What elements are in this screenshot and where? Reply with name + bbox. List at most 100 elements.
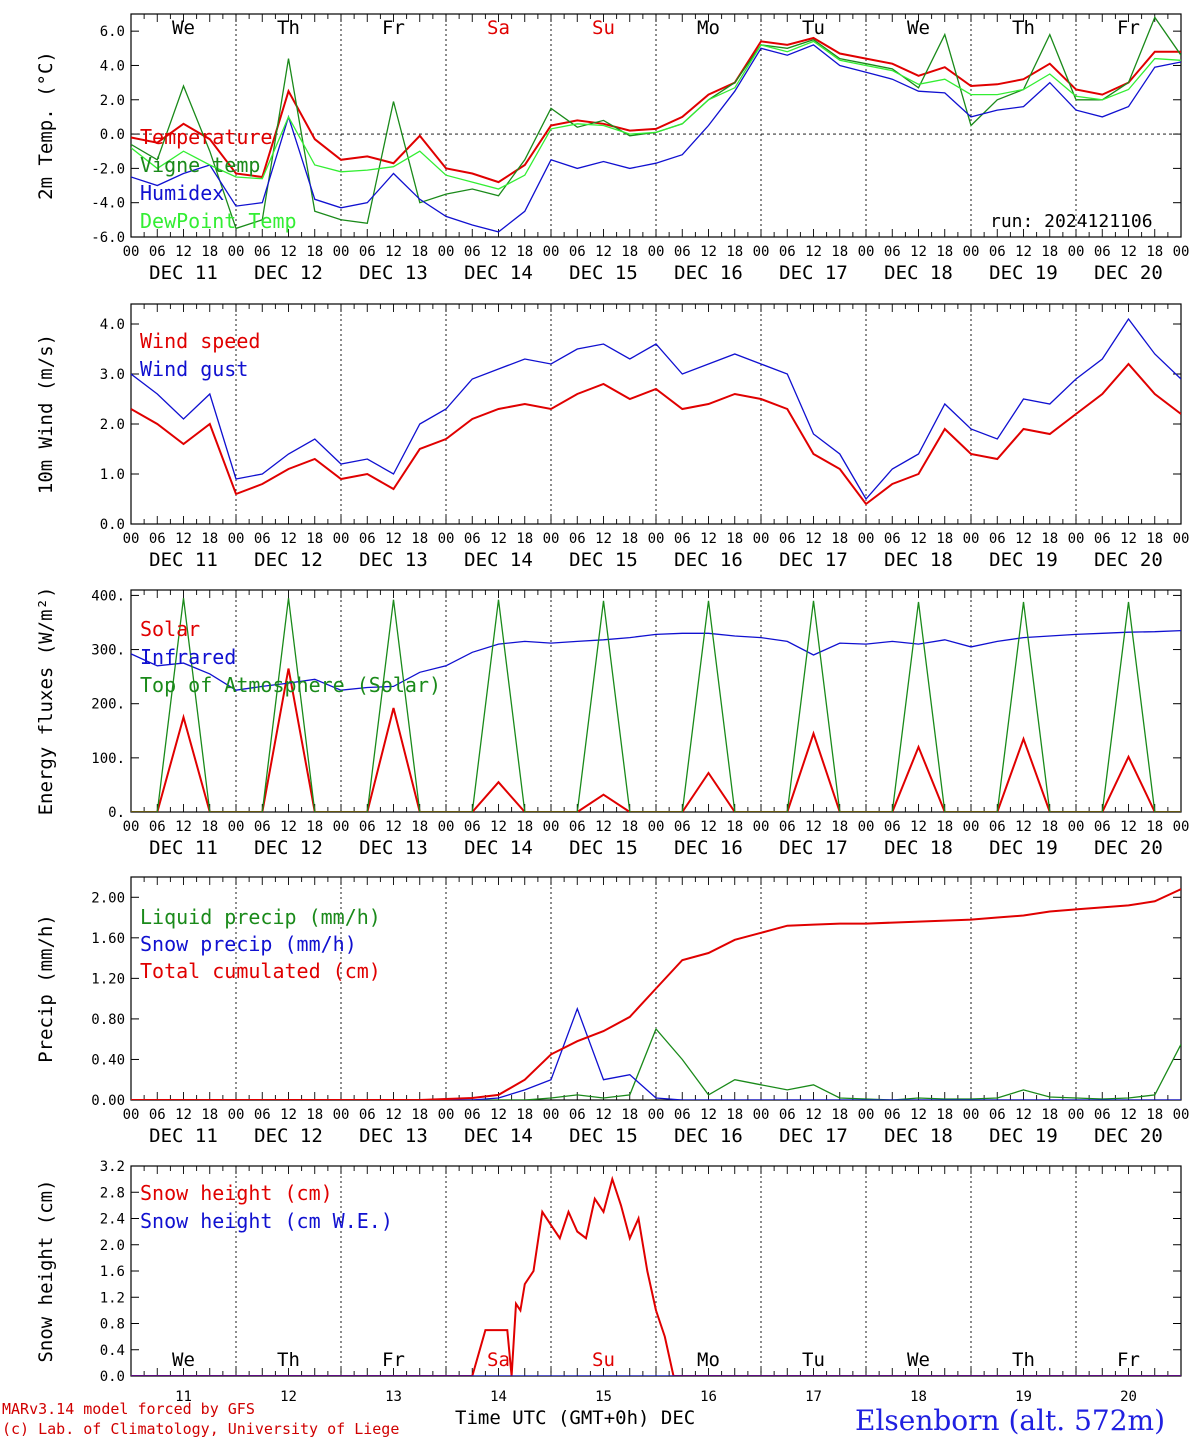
y-axis-title: Energy fluxes (W/m²) bbox=[35, 587, 57, 816]
hour-label: 12 bbox=[280, 819, 297, 835]
hour-label: 12 bbox=[175, 1107, 192, 1123]
hour-label: 18 bbox=[726, 531, 743, 547]
date-label: DEC 16 bbox=[674, 549, 743, 571]
hour-label: 18 bbox=[936, 244, 953, 260]
date-label: DEC 12 bbox=[254, 262, 323, 284]
hour-label: 00 bbox=[1068, 819, 1085, 835]
weekday-label: We bbox=[907, 17, 930, 39]
hour-label: 12 bbox=[1015, 1107, 1032, 1123]
hour-label: 00 bbox=[648, 244, 665, 260]
hour-label: 18 bbox=[1146, 244, 1163, 260]
hour-label: 00 bbox=[228, 1107, 245, 1123]
panel-5: 3.2 2.8 2.4 2.0 1.6 1.2 0.8 0.4 0.0 Snow height (… bbox=[35, 1159, 1182, 1405]
date-label: DEC 20 bbox=[1094, 837, 1163, 859]
hour-label: 12 bbox=[280, 531, 297, 547]
hour-label: 00 bbox=[543, 1107, 560, 1123]
hour-label: 18 bbox=[621, 531, 638, 547]
weekday-label: We bbox=[907, 1349, 930, 1371]
hour-label: 00 bbox=[963, 1107, 980, 1123]
hour-label: 12 bbox=[595, 819, 612, 835]
hour-label: 00 bbox=[963, 819, 980, 835]
hour-label: 06 bbox=[464, 1107, 481, 1123]
series-line-snow-height-cm- bbox=[131, 1175, 1181, 1376]
hour-label: 18 bbox=[516, 244, 533, 260]
legend-entry: DewPoint Temp bbox=[140, 209, 297, 233]
legend-entry: Wind gust bbox=[140, 357, 248, 381]
hour-label: 12 bbox=[1120, 531, 1137, 547]
date-label: DEC 13 bbox=[359, 837, 428, 859]
series-line-liquid-precip-mm-h- bbox=[131, 1027, 1181, 1100]
hour-label: 12 bbox=[805, 1107, 822, 1123]
hour-label: 06 bbox=[779, 244, 796, 260]
y-tick-label: 2.4 bbox=[100, 1212, 125, 1228]
weekday-label: Sa bbox=[487, 17, 510, 39]
hour-label-end: 00 bbox=[1173, 531, 1190, 547]
hour-label: 12 bbox=[910, 1107, 927, 1123]
series-line-wind-gust bbox=[131, 317, 1181, 501]
day-number: 17 bbox=[805, 1389, 822, 1405]
legend-entry: Humidex bbox=[140, 181, 224, 205]
date-label: DEC 17 bbox=[779, 1125, 848, 1147]
hour-label: 18 bbox=[516, 819, 533, 835]
hour-label: 18 bbox=[831, 819, 848, 835]
hour-label: 00 bbox=[333, 819, 350, 835]
hour-label: 00 bbox=[963, 244, 980, 260]
hour-label: 18 bbox=[1041, 819, 1058, 835]
hour-label: 18 bbox=[306, 244, 323, 260]
hour-label: 00 bbox=[753, 531, 770, 547]
hour-label: 06 bbox=[149, 819, 166, 835]
hour-label: 18 bbox=[1041, 531, 1058, 547]
y-tick-label: 0.80 bbox=[91, 1012, 125, 1028]
day-number: 20 bbox=[1120, 1389, 1137, 1405]
day-number: 14 bbox=[490, 1389, 507, 1405]
series-line-wind-speed bbox=[131, 362, 1181, 506]
date-label: DEC 11 bbox=[149, 1125, 218, 1147]
series-line-total-cumulated-cm- bbox=[131, 888, 1181, 1100]
hour-label: 06 bbox=[779, 819, 796, 835]
weekday-label: Mo bbox=[697, 17, 720, 39]
y-axis-title: 10m Wind (m/s) bbox=[35, 334, 57, 494]
y-tick-label: 4.0 bbox=[100, 317, 125, 333]
hour-label: 00 bbox=[1068, 244, 1085, 260]
hour-label: 12 bbox=[1120, 819, 1137, 835]
date-label: DEC 20 bbox=[1094, 1125, 1163, 1147]
y-tick-label: 0.00 bbox=[91, 1093, 125, 1109]
series-line-dewpoint-temp bbox=[131, 40, 1181, 190]
weekday-label: Th bbox=[277, 17, 300, 39]
hour-label: 18 bbox=[831, 244, 848, 260]
panel-1: 6.0 4.0 2.0 0.0 -2.0 -4.0 -6.0 2m Temp. (°C) 00 0… bbox=[35, 13, 1189, 284]
hour-label: 18 bbox=[726, 819, 743, 835]
hour-label: 12 bbox=[700, 531, 717, 547]
hour-label: 18 bbox=[411, 244, 428, 260]
hour-label: 06 bbox=[464, 244, 481, 260]
hour-label: 00 bbox=[753, 1107, 770, 1123]
date-label: DEC 17 bbox=[779, 837, 848, 859]
date-label: DEC 16 bbox=[674, 1125, 743, 1147]
hour-label: 18 bbox=[516, 531, 533, 547]
hour-label: 06 bbox=[884, 531, 901, 547]
hour-label: 12 bbox=[385, 244, 402, 260]
hour-label: 00 bbox=[333, 1107, 350, 1123]
series-line-solar bbox=[131, 668, 1181, 812]
hour-label: 18 bbox=[621, 244, 638, 260]
y-tick-label: 100. bbox=[91, 751, 125, 767]
date-label: DEC 12 bbox=[254, 549, 323, 571]
hour-label: 12 bbox=[805, 531, 822, 547]
y-tick-label: 0.0 bbox=[100, 127, 125, 143]
hour-label: 12 bbox=[805, 244, 822, 260]
hour-label: 00 bbox=[963, 531, 980, 547]
weekday-label: Th bbox=[277, 1349, 300, 1371]
hour-label: 06 bbox=[674, 1107, 691, 1123]
date-label: DEC 11 bbox=[149, 837, 218, 859]
hour-label: 18 bbox=[726, 244, 743, 260]
weekday-label: We bbox=[172, 17, 195, 39]
weekday-label: Tu bbox=[802, 17, 825, 39]
date-label: DEC 14 bbox=[464, 262, 533, 284]
date-label: DEC 20 bbox=[1094, 262, 1163, 284]
hour-label: 12 bbox=[910, 819, 927, 835]
hour-label: 06 bbox=[674, 531, 691, 547]
hour-label: 06 bbox=[884, 1107, 901, 1123]
hour-label: 18 bbox=[516, 1107, 533, 1123]
y-tick-label: 1.60 bbox=[91, 931, 125, 947]
hour-label: 18 bbox=[201, 819, 218, 835]
